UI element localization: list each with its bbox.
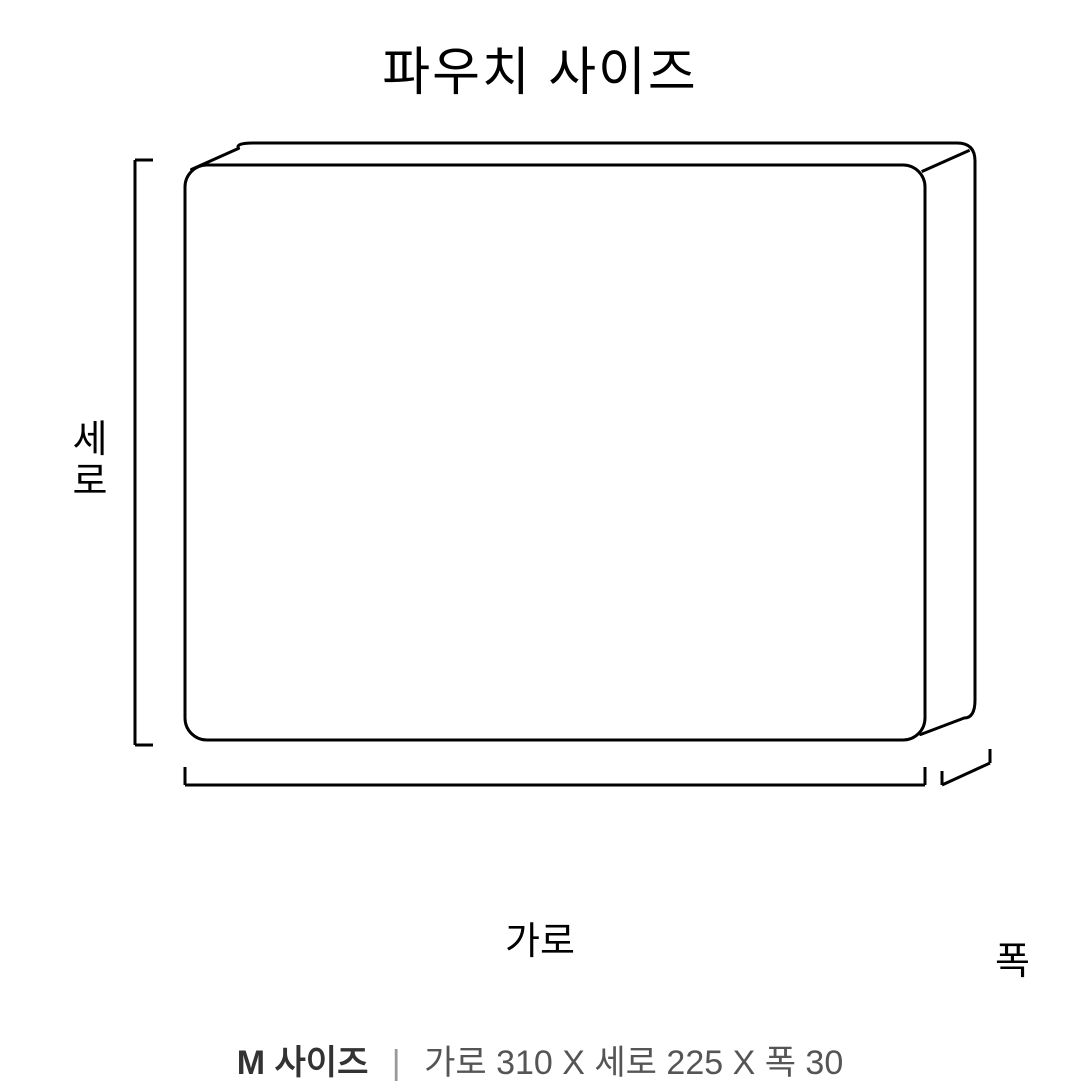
horizontal-dimension-label: 가로 (0, 910, 1080, 965)
depth-dimension-label: 폭 (995, 930, 1030, 985)
page-title: 파우치 사이즈 (0, 30, 1080, 105)
page-root: 파우치 사이즈 세로 가로 폭 M 사이즈 | 가로 310 X 세로 225 … (0, 0, 1080, 1080)
size-spec-line: M 사이즈 | 가로 310 X 세로 225 X 폭 30 (0, 1035, 1080, 1084)
size-label: M 사이즈 (237, 1044, 369, 1082)
pouch-diagram (0, 120, 1080, 940)
size-separator: | (392, 1044, 401, 1082)
vertical-dimension-label: 세로 (70, 420, 110, 504)
size-dimensions: 가로 310 X 세로 225 X 폭 30 (424, 1044, 843, 1082)
